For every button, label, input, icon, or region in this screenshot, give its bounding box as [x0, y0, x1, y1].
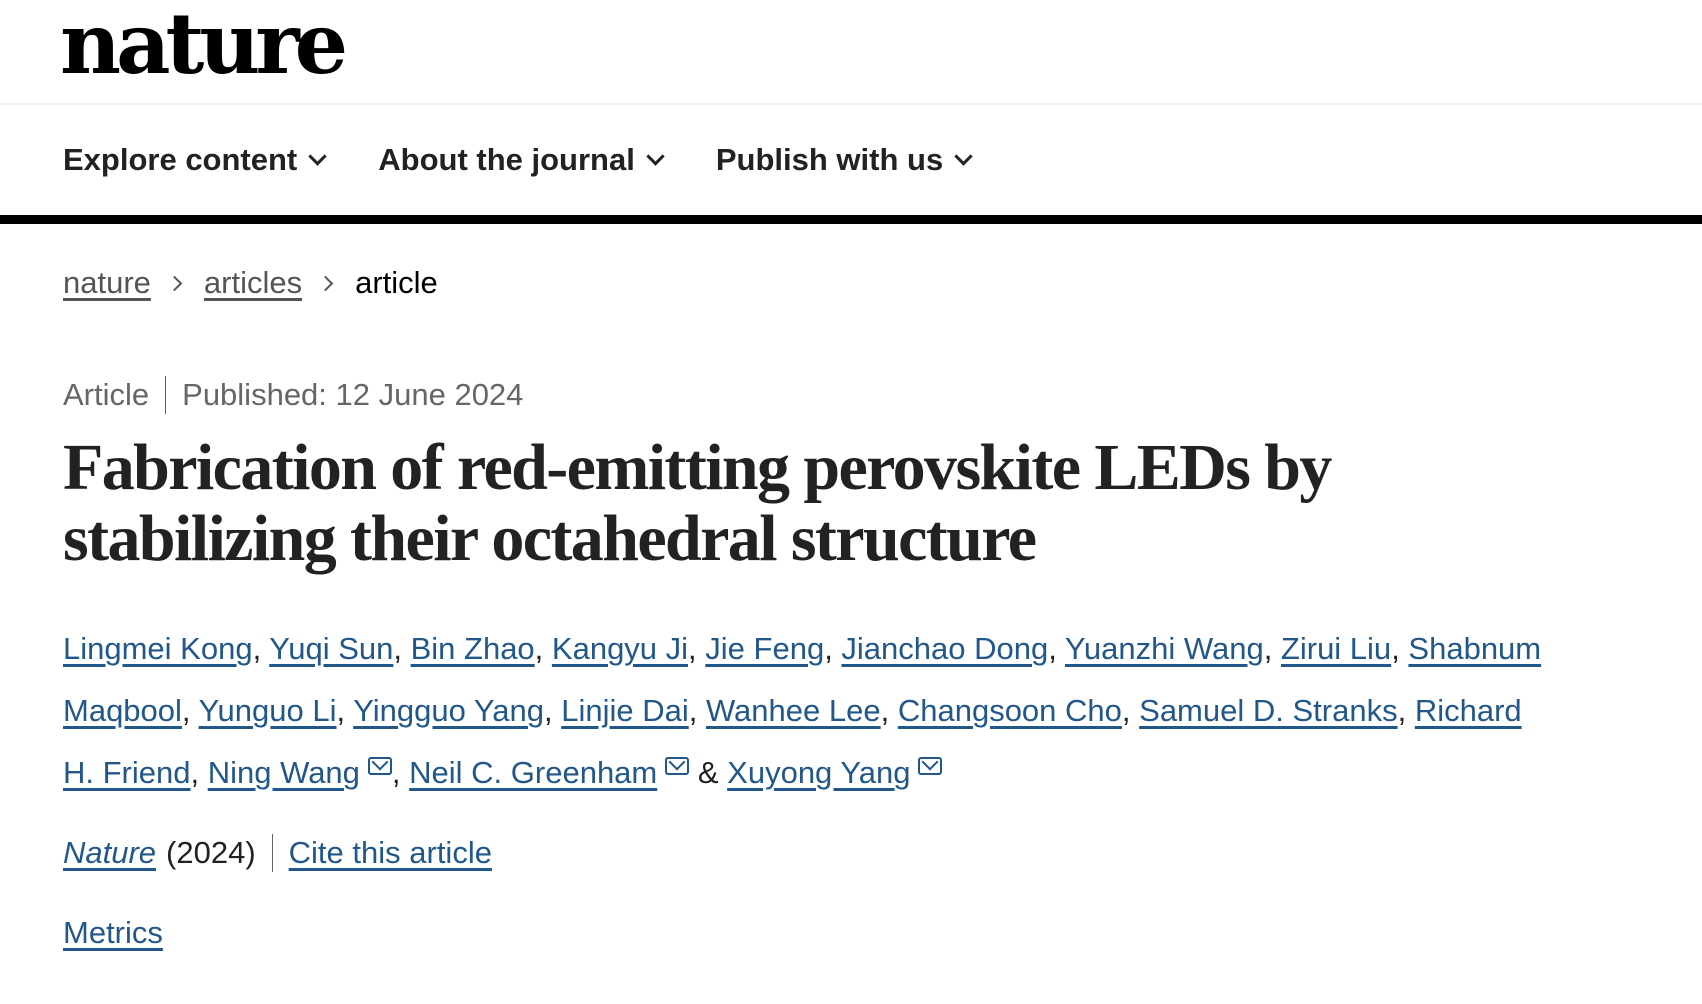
cite-this-article-link[interactable]: Cite this article: [288, 835, 492, 870]
citation: Nature (2024) Cite this article: [63, 834, 492, 872]
author-separator: ,: [534, 631, 552, 666]
nav-publish-with-us[interactable]: Publish with us: [715, 142, 973, 178]
breadcrumb-nature[interactable]: nature: [63, 265, 151, 300]
author-link[interactable]: Wanhee Lee: [705, 693, 881, 728]
nav-explore-content[interactable]: Explore content: [63, 142, 327, 178]
author-separator: ,: [1121, 693, 1140, 728]
email-icon[interactable]: [367, 757, 392, 775]
citation-year: (2024): [166, 835, 256, 870]
email-icon[interactable]: [918, 757, 943, 775]
breadcrumb-articles[interactable]: articles: [203, 265, 303, 300]
nav-about-the-journal[interactable]: About the journal: [378, 142, 665, 178]
author-link[interactable]: Xuyong Yang: [727, 755, 911, 790]
nav-label: About the journal: [378, 142, 635, 177]
nature-logo[interactable]: nature: [60, 0, 348, 93]
author-separator: ,: [190, 755, 208, 790]
divider: [271, 834, 273, 872]
masthead: nature: [0, 0, 1702, 105]
article-meta: Article Published: 12 June 2024: [63, 376, 523, 414]
author-link[interactable]: Jie Feng: [705, 631, 825, 666]
author-link[interactable]: Bin Zhao: [410, 631, 535, 666]
divider: [165, 376, 167, 414]
author-separator: ,: [824, 631, 842, 666]
author-separator: ,: [252, 631, 270, 666]
author-link[interactable]: Yingguo Yang: [353, 693, 544, 728]
nav-label: Explore content: [63, 142, 298, 177]
metrics: Metrics: [63, 915, 163, 951]
author-separator: ,: [688, 693, 706, 728]
author-list: Lingmei Kong, Yuqi Sun, Bin Zhao, Kangyu…: [63, 618, 1553, 804]
chevron-right-icon: [317, 275, 334, 291]
author-separator: ,: [543, 693, 562, 728]
author-link[interactable]: Ning Wang: [207, 755, 360, 790]
author-separator: ,: [393, 631, 411, 666]
author-separator: ,: [391, 755, 410, 790]
metrics-link[interactable]: Metrics: [63, 915, 163, 950]
chevron-down-icon: [954, 146, 973, 166]
breadcrumb-current: article: [355, 265, 438, 300]
main-nav: Explore content About the journal Publis…: [0, 105, 1702, 224]
article-title: Fabrication of red-emitting perovskite L…: [63, 431, 1332, 575]
author-link[interactable]: Zirui Liu: [1280, 631, 1392, 666]
author-link[interactable]: Shabnum Maqbool: [63, 631, 1542, 728]
author-separator: ,: [181, 693, 199, 728]
author-link[interactable]: Changsoon Cho: [897, 693, 1122, 728]
author-link[interactable]: Richard H. Friend: [63, 693, 1522, 790]
author-link[interactable]: Linjie Dai: [561, 693, 689, 728]
chevron-down-icon: [646, 146, 665, 166]
author-separator: ,: [336, 693, 354, 728]
author-link[interactable]: Yuanzhi Wang: [1064, 631, 1264, 666]
email-icon[interactable]: [665, 757, 690, 775]
nav-label: Publish with us: [715, 142, 944, 177]
author-separator: ,: [880, 693, 898, 728]
author-link[interactable]: Jianchao Dong: [841, 631, 1049, 666]
author-separator: ,: [1397, 693, 1415, 728]
author-link[interactable]: Lingmei Kong: [63, 631, 253, 666]
author-link[interactable]: Samuel D. Stranks: [1139, 693, 1398, 728]
journal-link[interactable]: Nature: [63, 835, 157, 870]
published-date: Published: 12 June 2024: [182, 377, 524, 412]
author-separator: ,: [1391, 631, 1409, 666]
author-separator: ,: [1263, 631, 1281, 666]
author-separator: &: [689, 755, 728, 790]
chevron-down-icon: [308, 146, 327, 166]
chevron-right-icon: [166, 275, 183, 291]
author-link[interactable]: Neil C. Greenham: [409, 755, 658, 790]
breadcrumb: nature articles article: [63, 265, 438, 301]
author-separator: ,: [1048, 631, 1065, 666]
author-link[interactable]: Kangyu Ji: [551, 631, 689, 666]
article-type: Article: [63, 377, 150, 412]
author-link[interactable]: Yuqi Sun: [269, 631, 394, 666]
author-separator: ,: [688, 631, 706, 666]
author-link[interactable]: Yunguo Li: [198, 693, 337, 728]
